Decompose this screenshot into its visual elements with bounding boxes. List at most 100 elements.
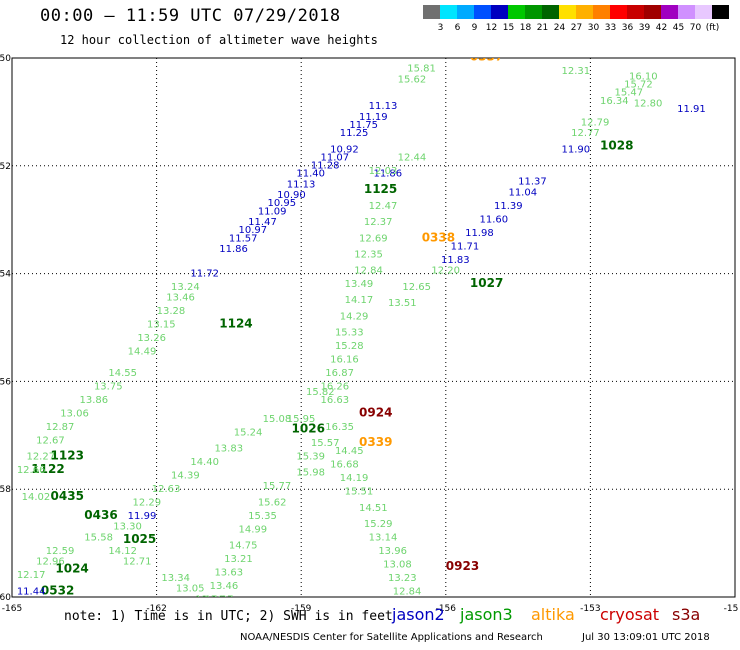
swh-value-label: 13.63 [214,567,243,578]
colorbar-swatch [457,5,474,19]
pass-time-label: 1027 [470,276,503,290]
swh-value-label: 16.87 [325,368,354,379]
swh-value-label: 16.35 [325,422,354,433]
swh-value-label: 12.17 [17,570,46,581]
swh-value-label: 11.57 [229,233,258,244]
colorbar-swatch [644,5,661,19]
swh-value-label: 13.21 [224,554,253,565]
swh-value-label: 11.09 [258,206,287,217]
swh-value-label: 16.16 [330,355,359,366]
swh-value-label: 13.83 [214,443,243,454]
swh-value-label: 11.47 [248,217,277,228]
colorbar-label: 42 [655,23,668,33]
swh-value-label: 11.13 [287,179,316,190]
swh-value-label: 11.39 [494,201,523,212]
swh-value-label: 12.80 [634,99,663,110]
colorbar-swatch [525,5,542,19]
swh-value-label: 11.25 [340,128,369,139]
lat-tick-label: -54 [0,270,11,280]
colorbar-swatch [474,5,491,19]
swh-value-label: 12.71 [123,557,152,568]
colorbar-label: 15 [502,23,515,33]
swh-value-label: 11.04 [508,187,537,198]
swh-value-label: 12.27 [26,452,55,463]
colorbar-label: 18 [519,23,532,33]
swh-value-label: 13.24 [171,282,200,293]
map-frame [11,57,736,598]
pass-time-label: 0436 [84,508,117,522]
swh-value-label: 16.52 [417,50,446,61]
swh-value-label: 12.31 [561,66,590,77]
pass-time-label: 0338 [422,230,455,244]
legend-altika: altika [531,605,575,624]
lat-tick-label: -50 [0,54,11,64]
legend-jason2: jason2 [392,605,445,624]
pass-time-label: 0337 [470,50,503,64]
swh-value-label: 11.83 [441,255,470,266]
swh-value-label: 14.51 [359,503,388,514]
lon-tick-label: -159 [291,604,312,614]
swh-value-label: 12.29 [133,497,162,508]
pass-time-label: 0335 [600,47,633,61]
lon-tick-label: -162 [146,604,166,614]
colorbar-swatch [712,5,729,19]
swh-value-label: 12.77 [571,128,600,139]
swh-value-label: 15.95 [287,414,316,425]
swh-value-label: 15.08 [263,414,292,425]
swh-value-label: 12.44 [398,152,427,163]
swh-value-label: 11.40 [296,169,325,180]
swh-value-label: 13.46 [166,293,195,304]
swh-value-label: 11.10 [94,632,123,643]
colorbar-label: 21 [536,23,549,33]
colorbar-swatch [627,5,644,19]
colorbar-label: 39 [638,23,651,33]
swh-value-label: 16.68 [330,460,359,471]
swh-value-label: 13.30 [113,522,142,533]
swh-value-label: 10.97 [239,225,268,236]
lon-tick-label: -153 [580,604,600,614]
swh-value-label: 10.95 [267,198,296,209]
swh-value-label: 14.19 [340,473,369,484]
legend-s3a: s3a [672,605,701,624]
colorbar-swatch [542,5,559,19]
swh-value-label: 12.69 [359,233,388,244]
swh-value-label: 13.06 [60,408,89,419]
swh-value-label: 13.46 [210,581,239,592]
swh-value-label: 14.55 [108,368,137,379]
pass-time-label: 1125 [364,182,397,196]
swh-value-label: 11.13 [369,101,398,112]
swh-value-label: 16.10 [629,72,658,83]
swh-value-label: 12.76 [195,594,224,605]
swh-value-label: 14.39 [171,470,200,481]
swh-value-label: 15.28 [335,341,364,352]
swh-value-label: 13.23 [388,573,417,584]
pass-time-label: 1028 [600,139,633,153]
colorbar-label: (ft) [705,23,720,33]
swh-value-label: 15.57 [311,438,340,449]
swh-value-label: 12.87 [46,422,75,433]
swh-value-label: 13.75 [94,381,123,392]
swh-value-label: 11.89 [79,624,108,635]
swh-value-label: 12.79 [581,117,610,128]
swh-value-label: 11.72 [190,268,219,279]
swh-value-label: 15.35 [248,511,277,522]
colorbar-label: 9 [471,23,478,33]
swh-value-label: 14.75 [229,540,258,551]
pass-time-label: 1124 [219,317,252,331]
swh-value-label: 15.62 [398,74,427,85]
swh-value-label: 15.24 [234,427,263,438]
swh-value-label: 14.29 [340,311,369,322]
swh-value-label: 12.35 [354,249,383,260]
colorbar-label: 70 [689,23,702,33]
swh-value-label: 12.53 [552,50,581,61]
colorbar-swatch [559,5,576,19]
swh-value-label: 11.90 [561,144,590,155]
swh-value-label: 11.07 [320,152,349,163]
legend-jason3: jason3 [460,605,513,624]
map-title: 00:00 – 11:59 UTC 07/29/2018 [40,6,341,26]
swh-value-label: 12.67 [36,435,65,446]
lat-tick-label: -60 [0,593,11,603]
credit-line: NOAA/NESDIS Center for Satellite Applica… [240,632,543,643]
colorbar-label: 36 [621,23,634,33]
swh-value-label: 14.40 [190,457,219,468]
